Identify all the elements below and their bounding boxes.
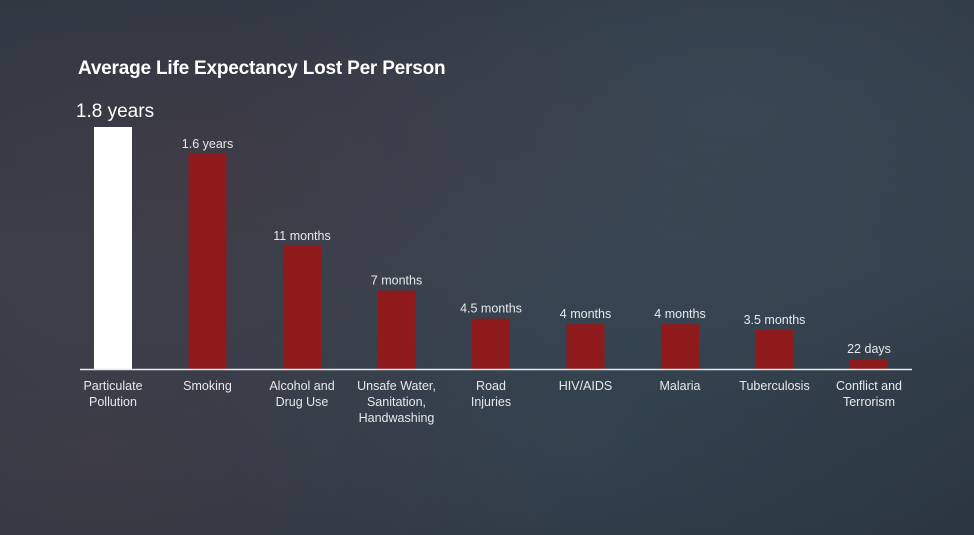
data-label: 1.6 years — [182, 137, 233, 151]
data-label: 4.5 months — [460, 302, 522, 316]
x-tick-label: Smoking — [183, 379, 232, 393]
x-tick-label: Tuberculosis — [739, 379, 809, 393]
x-tick-label: Unsafe Water, — [357, 379, 436, 393]
bar — [661, 324, 699, 369]
x-tick-label: Drug Use — [276, 395, 329, 409]
data-label: 1.8 years — [76, 101, 154, 122]
x-tick-label: Conflict and — [836, 379, 902, 393]
bar — [188, 153, 227, 369]
bar — [755, 329, 794, 369]
bar — [566, 324, 605, 369]
bar — [850, 359, 888, 369]
data-label: 22 days — [847, 342, 891, 356]
bar — [283, 245, 321, 369]
chart-title: Average Life Expectancy Lost Per Person — [78, 58, 446, 79]
bar — [94, 127, 132, 369]
x-tick-label: Pollution — [89, 395, 137, 409]
x-tick-label: Terrorism — [843, 395, 895, 409]
data-label: 11 months — [273, 229, 330, 243]
x-tick-label: HIV/AIDS — [559, 379, 613, 393]
bar — [377, 290, 416, 369]
x-tick-label: Particulate — [83, 379, 142, 393]
data-label: 4 months — [654, 307, 705, 321]
bar — [472, 318, 510, 369]
data-label: 3.5 months — [744, 313, 806, 327]
x-tick-label: Sanitation, — [367, 395, 426, 409]
x-tick-label: Injuries — [471, 395, 511, 409]
x-tick-label: Malaria — [660, 379, 701, 393]
x-tick-label: Alcohol and — [269, 379, 334, 393]
x-tick-label: Handwashing — [359, 411, 435, 425]
x-tick-label: Road — [476, 379, 506, 393]
data-label: 4 months — [560, 307, 611, 321]
data-label: 7 months — [371, 274, 422, 288]
